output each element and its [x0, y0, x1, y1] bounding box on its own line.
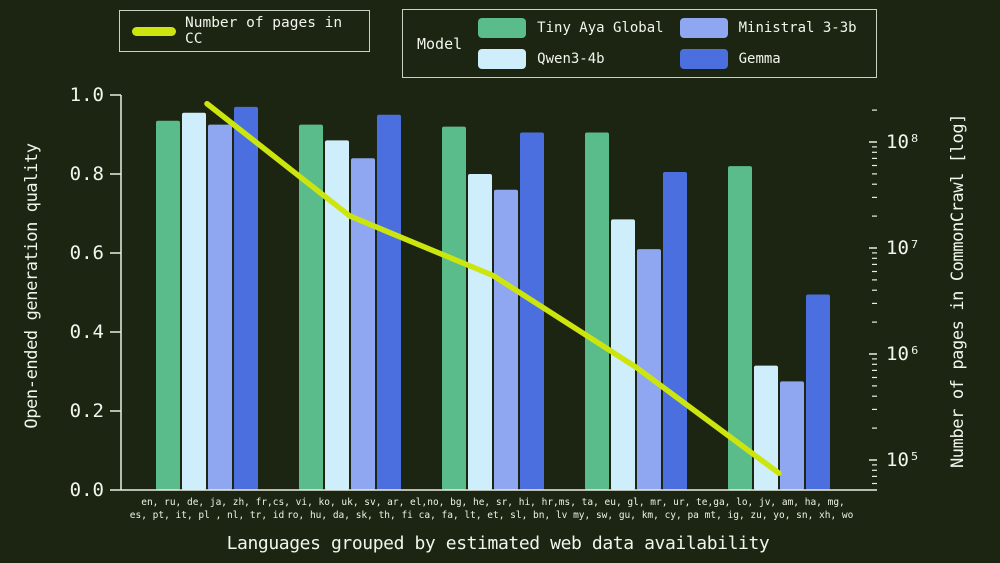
- cc-pages-line: [204, 100, 782, 476]
- left-tick-label: 0.6: [70, 242, 104, 264]
- legend-item: Ministral 3-3b: [679, 18, 857, 38]
- bar-2-group-1: [182, 112, 206, 491]
- category-label-group-5: ga, lo, jv, am, ha, mg,: [713, 497, 845, 508]
- right-tick-label: 10⁵: [886, 449, 920, 471]
- category-label-group-1: es, pt, it, pl , nl, tr, id: [130, 510, 284, 521]
- legend-cc-line: Number of pages in CC: [119, 10, 370, 52]
- left-tick-label: 0.4: [70, 321, 104, 343]
- color-swatch: [679, 18, 728, 38]
- bar-3-group-3: [494, 189, 518, 491]
- legend-model-title: Model: [417, 34, 463, 53]
- category-label-group-1: en, ru, de, ja, zh, fr,: [141, 497, 273, 508]
- category-label-group-4: my, sw, gu, km, cy, pa: [573, 510, 699, 521]
- category-label-group-2: ro, hu, da, sk, th, fi: [287, 510, 413, 521]
- category-label-group-3: no, bg, he, sr, hi, hr,: [427, 497, 559, 508]
- legend-model-column-2: Ministral 3-3b Gemma: [679, 18, 857, 69]
- legend-model-column-1: Tiny Aya Global Qwen3-4b: [478, 18, 664, 69]
- legend-item: Tiny Aya Global: [478, 18, 664, 38]
- bar-4-group-5: [806, 294, 830, 490]
- bar-3-group-5: [780, 381, 804, 490]
- left-tick-label: 0.2: [70, 400, 104, 422]
- bar-4-group-2: [377, 114, 401, 491]
- left-tick-label: 1.0: [70, 84, 104, 106]
- bar-2-group-4: [611, 219, 635, 490]
- bar-1-group-1: [156, 120, 180, 490]
- legend-item-label: Tiny Aya Global: [537, 20, 664, 36]
- color-swatch: [478, 18, 527, 38]
- bar-2-group-2: [325, 140, 349, 490]
- right-tick-label: 10⁶: [886, 343, 920, 365]
- x-axis-title: Languages grouped by estimated web data …: [226, 533, 770, 554]
- bar-4-group-3: [520, 132, 544, 490]
- category-label-group-4: ms, ta, eu, gl, mr, ur, te,: [559, 497, 713, 508]
- legend-cc-line-label: Number of pages in CC: [185, 15, 343, 47]
- category-label-group-5: mt, ig, zu, yo, sn, xh, wo: [705, 510, 854, 521]
- legend-model: Model Tiny Aya Global Qwen3-4b Ministral …: [402, 9, 877, 78]
- category-label-group-2: cs, vi, ko, uk, sv, ar, el,: [273, 497, 427, 508]
- right-tick-label: 10⁷: [886, 237, 920, 259]
- bar-2-group-3: [468, 174, 492, 490]
- bar-4-group-1: [234, 106, 258, 491]
- left-tick-label: 0.8: [70, 163, 104, 185]
- bar-3-group-4: [637, 249, 661, 490]
- cc-line-swatch: [132, 26, 176, 36]
- left-tick-label: 0.0: [70, 479, 104, 501]
- bar-1-group-3: [442, 126, 466, 490]
- color-swatch: [679, 49, 728, 69]
- legend-item: Qwen3-4b: [478, 49, 663, 69]
- legend-item-label: Qwen3-4b: [537, 51, 605, 67]
- bar-4-group-4: [663, 172, 687, 490]
- bar-3-group-2: [351, 158, 375, 490]
- legend-item-label: Ministral 3-3b: [738, 20, 857, 36]
- bar-3-group-1: [208, 124, 232, 490]
- right-tick-label: 10⁸: [886, 131, 920, 153]
- bar-1-group-4: [585, 132, 609, 490]
- category-label-group-3: ca, fa, lt, et, sl, bn, lv: [419, 510, 568, 521]
- color-swatch: [478, 49, 527, 69]
- bar-1-group-2: [299, 124, 323, 490]
- legend-item-label: Gemma: [738, 51, 781, 67]
- bar-1-group-5: [728, 166, 752, 490]
- legend-item: Gemma: [679, 49, 857, 69]
